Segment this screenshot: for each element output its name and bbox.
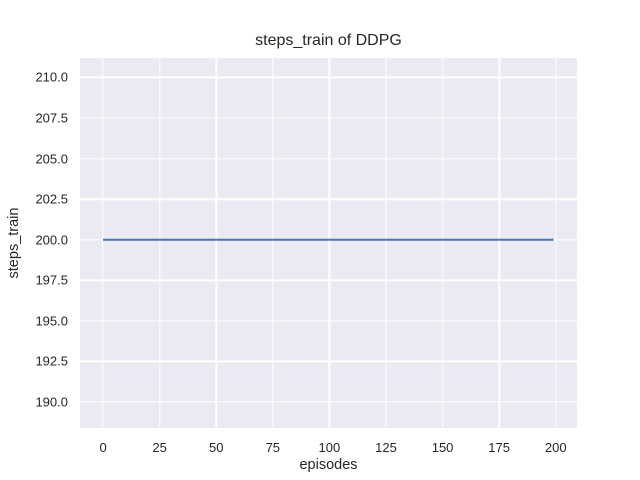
x-gridline	[385, 58, 387, 428]
y-gridline	[80, 76, 577, 79]
y-gridline	[80, 320, 577, 322]
x-tick-label: 25	[152, 440, 167, 455]
series-layer	[103, 238, 554, 241]
y-tick-label: 192.5	[35, 353, 68, 369]
y-tick-label: 202.5	[35, 191, 68, 207]
y-tick-label: 210.0	[35, 69, 68, 85]
x-tick-label: 125	[375, 440, 397, 455]
x-gridline	[215, 58, 217, 428]
x-gridline	[441, 58, 444, 428]
y-gridline	[80, 401, 577, 403]
y-gridline	[80, 198, 577, 200]
x-tick-label: 100	[318, 440, 341, 455]
y-tick-label: 200.0	[35, 232, 68, 248]
x-tick-label: 150	[431, 440, 454, 455]
x-gridline	[158, 58, 161, 428]
y-tick-label: 197.5	[35, 272, 68, 288]
plot-area	[80, 58, 577, 428]
x-tick-label: 75	[265, 440, 281, 455]
y-tick-label: 205.0	[35, 151, 68, 167]
x-gridline	[272, 58, 274, 428]
y-tick-label: 190.0	[35, 394, 68, 410]
y-gridline	[80, 360, 577, 363]
y-tick-label: 207.5	[35, 110, 68, 126]
x-gridline	[555, 58, 557, 428]
x-tick-label: 50	[209, 440, 224, 455]
x-gridline	[102, 58, 104, 428]
x-tick-label: 200	[544, 440, 567, 455]
y-gridline	[80, 117, 577, 119]
chart-title: steps_train of DDPG	[255, 32, 402, 49]
x-gridline	[498, 58, 500, 428]
x-gridline	[328, 58, 331, 428]
y-tick-label: 195.0	[35, 313, 68, 329]
x-axis-label: episodes	[299, 457, 358, 473]
y-gridline	[80, 279, 577, 282]
x-tick-label: 175	[488, 440, 510, 455]
x-tick-label: 0	[99, 440, 107, 455]
y-gridline	[80, 157, 577, 160]
